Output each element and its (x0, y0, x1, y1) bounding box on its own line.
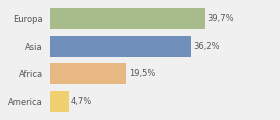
Text: 4,7%: 4,7% (71, 97, 92, 106)
Text: 19,5%: 19,5% (129, 69, 155, 78)
Text: 36,2%: 36,2% (194, 42, 220, 51)
Bar (50, 91, 69, 112)
Bar (50, 36, 192, 57)
Text: 39,7%: 39,7% (207, 14, 234, 23)
Bar (50, 8, 205, 29)
Bar (50, 63, 126, 84)
